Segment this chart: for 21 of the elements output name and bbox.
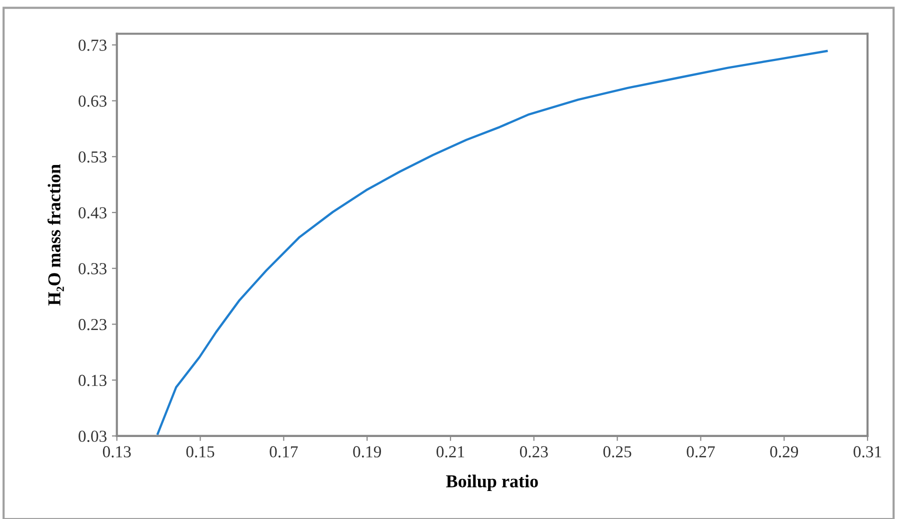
y-tick-label: 0.63	[78, 95, 106, 107]
x-tick-label: 0.23	[520, 446, 548, 458]
x-tick-label: 0.25	[603, 446, 632, 458]
x-tick-label: 0.21	[436, 446, 464, 458]
y-axis-title: H₂O mass fraction	[48, 164, 64, 306]
x-tick-label: 0.15	[186, 446, 214, 458]
y-tick-label: 0.23	[78, 318, 106, 330]
line-series	[156, 50, 828, 435]
x-tick-label: 0.27	[686, 446, 715, 458]
y-tick-label: 0.43	[78, 207, 106, 219]
x-tick-label: 0.13	[102, 446, 131, 458]
x-tick-label: 0.31	[854, 446, 882, 458]
y-tick-label: 0.13	[78, 374, 106, 386]
y-tick-label: 0.33	[78, 263, 106, 274]
y-tick-label: 0.53	[78, 151, 106, 163]
x-tick-label: 0.19	[353, 446, 381, 458]
y-tick-label: 0.03	[78, 430, 106, 442]
y-tick-label: 0.73	[78, 40, 106, 51]
x-tick-label: 0.17	[270, 446, 298, 458]
x-tick-label: 0.29	[770, 446, 798, 458]
x-axis-title: Boilup ratio	[446, 474, 538, 492]
